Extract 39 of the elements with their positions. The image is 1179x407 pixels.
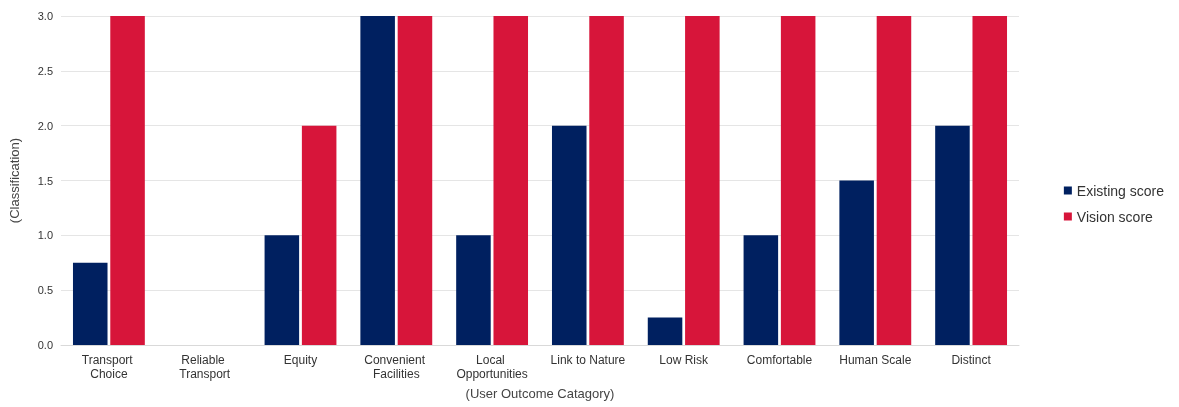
bar bbox=[589, 16, 624, 345]
bar bbox=[647, 317, 683, 345]
bar bbox=[456, 235, 491, 345]
legend-label: Vision score bbox=[1076, 208, 1154, 225]
bar bbox=[876, 16, 912, 345]
y-tick-label: 0.5 bbox=[37, 284, 53, 297]
x-tick-label: Distinct bbox=[951, 353, 992, 367]
bar bbox=[264, 235, 300, 345]
x-tick-label: Transport Choice bbox=[81, 353, 137, 381]
bar bbox=[72, 262, 108, 345]
bar bbox=[685, 16, 720, 345]
x-tick-label: Equity bbox=[283, 353, 318, 367]
bar bbox=[839, 180, 874, 345]
bar bbox=[551, 125, 587, 345]
legend-label: Existing score bbox=[1076, 182, 1165, 199]
x-tick-label: Human Scale bbox=[839, 353, 912, 367]
bar bbox=[972, 16, 1008, 345]
y-axis-title: (Classification) bbox=[7, 137, 22, 224]
bar bbox=[301, 125, 337, 345]
y-tick-label: 2.0 bbox=[37, 119, 53, 132]
bar bbox=[397, 16, 433, 345]
x-tick-label: Reliable Transport bbox=[179, 353, 231, 381]
y-tick-label: 0.0 bbox=[37, 339, 53, 351]
y-tick-label: 2.5 bbox=[37, 64, 53, 77]
x-tick-label: Comfortable bbox=[746, 353, 813, 367]
x-tick-label: Local Opportunities bbox=[456, 353, 528, 381]
bar bbox=[110, 16, 145, 345]
x-tick-label: Low Risk bbox=[659, 353, 710, 367]
bar bbox=[743, 235, 779, 345]
x-axis-title: (User Outcome Catagory) bbox=[465, 386, 615, 401]
y-tick-label: 3.0 bbox=[37, 10, 53, 22]
bar bbox=[493, 16, 529, 345]
y-tick-label: 1.5 bbox=[37, 174, 53, 187]
bar bbox=[360, 16, 395, 345]
bar bbox=[935, 125, 970, 345]
x-tick-label: Convenient Facilities bbox=[364, 353, 429, 381]
y-tick-label: 1.0 bbox=[37, 229, 53, 242]
x-tick-label: Link to Nature bbox=[550, 353, 626, 367]
bar bbox=[780, 16, 816, 345]
